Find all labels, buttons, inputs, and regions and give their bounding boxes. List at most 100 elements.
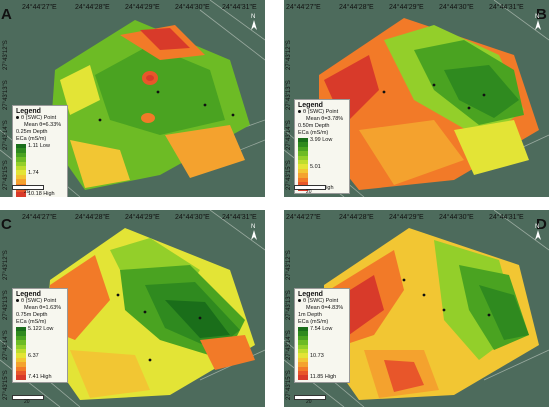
ramp-swatch: 6.37 — [16, 353, 65, 358]
legend-title: Legend — [298, 291, 323, 298]
longitude-label: 24°44'28"E — [75, 4, 110, 11]
ramp-swatch — [298, 366, 347, 371]
map-panel-a: A 24°44'27"E 24°44'28"E 24°44'29"E 24°44… — [0, 0, 265, 197]
latitude-label: 27°43'13"S — [286, 290, 292, 320]
legend-mean: Mean θ=6.33% — [24, 122, 62, 128]
ramp-swatch — [16, 148, 65, 153]
ramp-swatch — [298, 335, 347, 341]
ramp-swatch — [16, 362, 65, 367]
ramp-swatch: 1.74 — [16, 169, 65, 176]
scale-label: 20 — [306, 399, 312, 405]
ramp-swatch — [16, 370, 65, 376]
ramp-swatch: 7.41 High — [16, 375, 65, 380]
longitude-label: 24°44'30"E — [175, 4, 210, 11]
longitude-label: 24°44'28"E — [75, 214, 110, 221]
ramp-swatch — [16, 366, 65, 371]
ramp-swatch — [16, 335, 65, 341]
ramp-swatch: 7.54 Low — [298, 326, 347, 333]
longitude-label: 24°44'29"E — [125, 214, 160, 221]
north-arrow-icon: N — [533, 224, 543, 242]
latitude-label: 27°43'15"S — [3, 370, 9, 400]
ramp-swatch — [16, 165, 65, 171]
legend-point: θ (SWC) Point — [298, 109, 347, 116]
color-ramp: 7.54 Low 10.73 11.85 High — [298, 326, 347, 380]
ramp-label-high: 10.18 High — [28, 191, 55, 197]
ramp-swatch — [298, 142, 347, 147]
ramp-swatch — [298, 151, 347, 156]
point-icon — [16, 116, 19, 120]
ramp-swatch — [298, 370, 347, 376]
ramp-swatch — [16, 187, 65, 193]
latitude-label: 27°43'12"S — [286, 250, 292, 280]
north-arrow-icon: N — [249, 224, 259, 242]
ramp-swatch — [298, 340, 347, 345]
legend-title: Legend — [16, 291, 41, 298]
latitude-label: 27°43'14"S — [286, 120, 292, 150]
legend-depth: 0.25m Depth — [16, 129, 48, 135]
longitude-label: 24°44'29"E — [389, 4, 424, 11]
latitude-label: 27°43'14"S — [3, 120, 9, 150]
legend-title: Legend — [298, 102, 323, 109]
scale-label: 20 — [24, 399, 30, 405]
color-ramp: 1.11 Low 1.74 10.18 High — [16, 143, 65, 197]
map-panel-c: C 24°44'27"E 24°44'28"E 24°44'29"E 24°44… — [0, 210, 265, 407]
ramp-swatch: 3.99 Low — [298, 137, 347, 143]
scale-label: 20 — [306, 189, 312, 195]
ramp-swatch: 10.73 — [298, 353, 347, 358]
panel-label: B — [536, 6, 547, 23]
latitude-label: 27°43'13"S — [3, 80, 9, 110]
point-icon — [16, 299, 19, 303]
legend-depth: 0.50m Depth — [298, 123, 330, 129]
ramp-swatch — [298, 362, 347, 367]
legend-units: ECa (mS/m) — [298, 130, 329, 136]
legend-units: ECa (mS/m) — [16, 136, 47, 142]
scale-label: 20 — [24, 189, 30, 195]
ramp-swatch — [298, 357, 347, 363]
latitude-label: 27°43'13"S — [3, 290, 9, 320]
longitude-label: 24°44'27"E — [286, 4, 321, 11]
legend-units: ECa (mS/m) — [16, 319, 47, 325]
latitude-label: 27°43'12"S — [286, 40, 292, 70]
legend: Legend θ (SWC) Point Mean θ=4.83% 1m Dep… — [294, 288, 350, 383]
legend-mean: Mean θ=1.63% — [24, 305, 62, 311]
ramp-label-low: 1.11 Low — [28, 143, 50, 150]
ramp-swatch — [16, 348, 65, 354]
legend-point: θ (SWC) Point — [16, 298, 65, 305]
legend: Legend θ (SWC) Point Mean θ=1.63% 0.75m … — [12, 288, 68, 383]
ramp-swatch — [298, 177, 347, 182]
longitude-label: 24°44'28"E — [339, 4, 374, 11]
ramp-swatch — [298, 348, 347, 354]
latitude-label: 27°43'14"S — [3, 330, 9, 360]
ramp-label-low: 7.54 Low — [310, 326, 333, 333]
ramp-swatch — [16, 157, 65, 162]
satellite-imagery-a — [0, 0, 265, 197]
latitude-label: 27°43'14"S — [286, 330, 292, 360]
panel-label: D — [536, 216, 547, 233]
legend-depth: 1m Depth — [298, 312, 322, 318]
latitude-label: 27°43'15"S — [3, 160, 9, 190]
legend-depth: 0.75m Depth — [16, 312, 48, 318]
map-panel-b: B 24°44'27"E 24°44'28"E 24°44'29"E 24°44… — [284, 0, 549, 197]
north-arrow-icon: N — [249, 14, 259, 32]
legend-title: Legend — [16, 108, 41, 115]
longitude-label: 24°44'27"E — [286, 214, 321, 221]
ramp-label-low: 5.122 Low — [28, 326, 54, 333]
latitude-label: 27°43'15"S — [286, 370, 292, 400]
north-arrow-icon: N — [533, 14, 543, 32]
longitude-label: 24°44'31"E — [489, 214, 524, 221]
ramp-swatch — [298, 344, 347, 349]
latitude-label: 27°43'15"S — [286, 160, 292, 190]
ramp-swatch — [16, 174, 65, 180]
legend: Legend θ (SWC) Point Mean θ=3.78% 0.50m … — [294, 99, 350, 194]
longitude-label: 24°44'30"E — [439, 214, 474, 221]
longitude-label: 24°44'30"E — [175, 214, 210, 221]
longitude-label: 24°44'27"E — [22, 214, 57, 221]
point-icon — [298, 299, 301, 303]
ramp-swatch: 5.01 — [298, 164, 347, 169]
color-ramp: 5.122 Low 6.37 7.41 High — [16, 326, 65, 380]
ramp-swatch — [298, 331, 347, 336]
longitude-label: 24°44'29"E — [125, 4, 160, 11]
legend: Legend θ (SWC) Point Mean θ=6.33% 0.25m … — [12, 105, 68, 197]
ramp-label-mid: 1.74 — [28, 169, 39, 176]
